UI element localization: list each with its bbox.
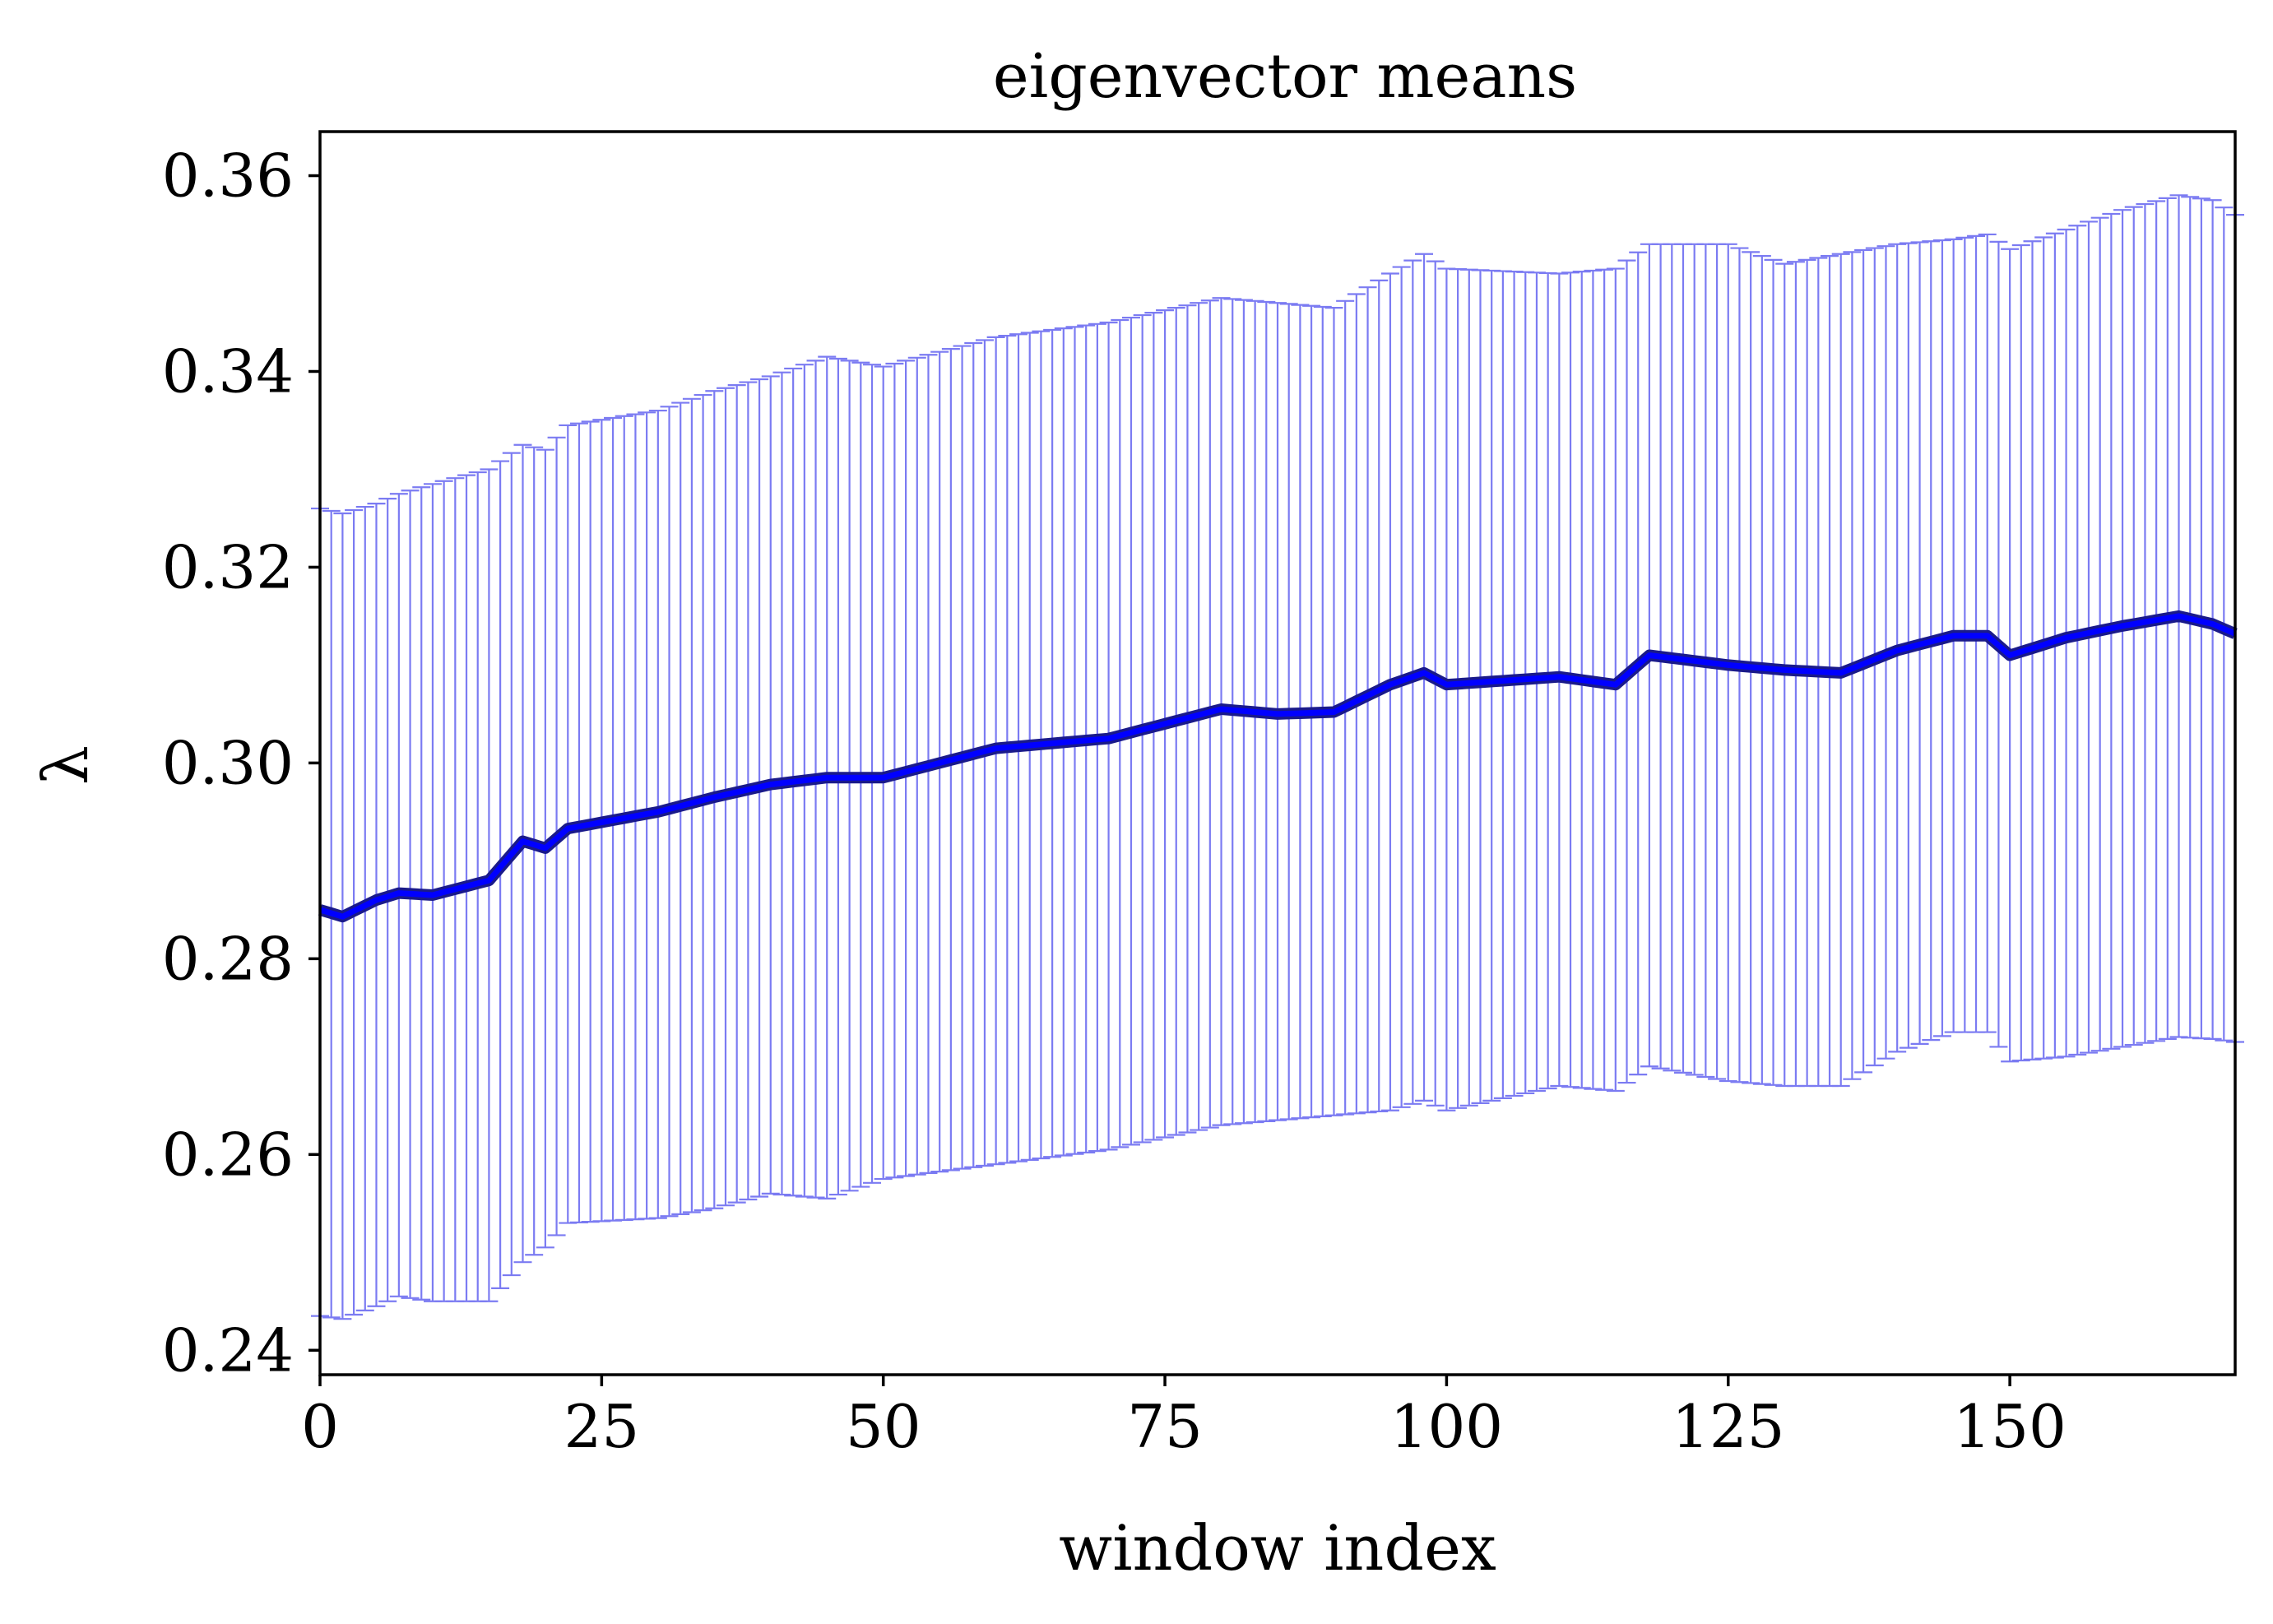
plot-frame xyxy=(318,130,2237,1376)
y-tick-label: 0.30 xyxy=(162,728,294,797)
x-axis-label: window index xyxy=(1059,1511,1496,1585)
x-axis-ticks: 0 25 50 75 100 125 150 xyxy=(301,1375,2067,1461)
y-tick-label: 0.26 xyxy=(162,1120,294,1189)
x-tick-label: 50 xyxy=(846,1392,921,1461)
x-tick-label: 25 xyxy=(564,1392,640,1461)
y-tick-label: 0.36 xyxy=(162,142,294,211)
y-tick-label: 0.24 xyxy=(162,1315,294,1385)
x-tick-label: 125 xyxy=(1672,1392,1784,1461)
y-tick-label: 0.28 xyxy=(162,924,294,993)
y-axis-label: λ xyxy=(29,745,102,785)
x-tick-label: 75 xyxy=(1127,1392,1203,1461)
series-line-group xyxy=(318,610,2238,923)
x-tick-label: 100 xyxy=(1390,1392,1503,1461)
error-bar xyxy=(525,446,544,1256)
error-bar xyxy=(1380,272,1399,1111)
series-line xyxy=(318,613,2237,920)
y-tick-label: 0.32 xyxy=(162,532,294,601)
x-tick-label: 150 xyxy=(1953,1392,2066,1461)
x-tick-label: 0 xyxy=(301,1392,339,1461)
chart-title: eigenvector means xyxy=(993,41,1577,112)
error-bar xyxy=(1392,266,1411,1108)
error-bar xyxy=(513,443,532,1264)
y-axis-ticks: 0.24 0.26 0.28 0.30 0.32 0.34 0.36 xyxy=(162,142,320,1385)
y-tick-label: 0.34 xyxy=(162,336,294,406)
error-bar xyxy=(502,452,521,1277)
